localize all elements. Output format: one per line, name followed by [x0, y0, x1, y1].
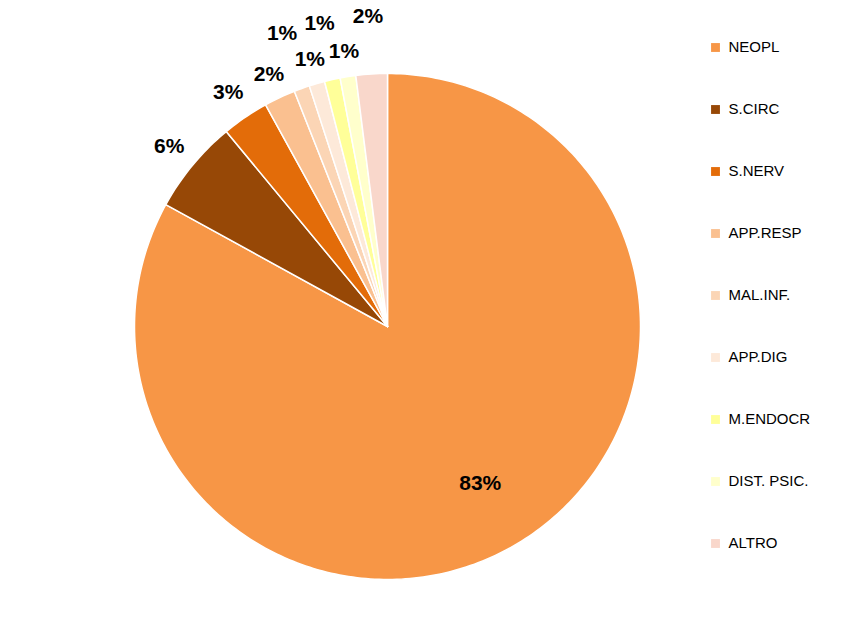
svg-text:APP.RESP: APP.RESP: [729, 224, 802, 241]
svg-text:1%: 1%: [295, 47, 326, 70]
svg-text:83%: 83%: [459, 471, 501, 494]
svg-text:2%: 2%: [353, 4, 384, 27]
svg-text:2%: 2%: [254, 62, 285, 85]
svg-text:S.NERV: S.NERV: [729, 162, 785, 179]
svg-text:3%: 3%: [213, 80, 244, 103]
svg-text:M.ENDOCR: M.ENDOCR: [729, 410, 811, 427]
svg-text:1%: 1%: [267, 21, 298, 44]
svg-text:1%: 1%: [329, 39, 360, 62]
svg-text:DIST. PSIC.: DIST. PSIC.: [729, 472, 809, 489]
svg-text:MAL.INF.: MAL.INF.: [729, 286, 791, 303]
svg-text:NEOPL: NEOPL: [729, 38, 780, 55]
svg-text:S.CIRC: S.CIRC: [729, 100, 780, 117]
svg-text:ALTRO: ALTRO: [729, 534, 778, 551]
svg-text:APP.DIG: APP.DIG: [729, 348, 788, 365]
svg-text:6%: 6%: [154, 134, 185, 157]
svg-text:1%: 1%: [304, 11, 335, 34]
